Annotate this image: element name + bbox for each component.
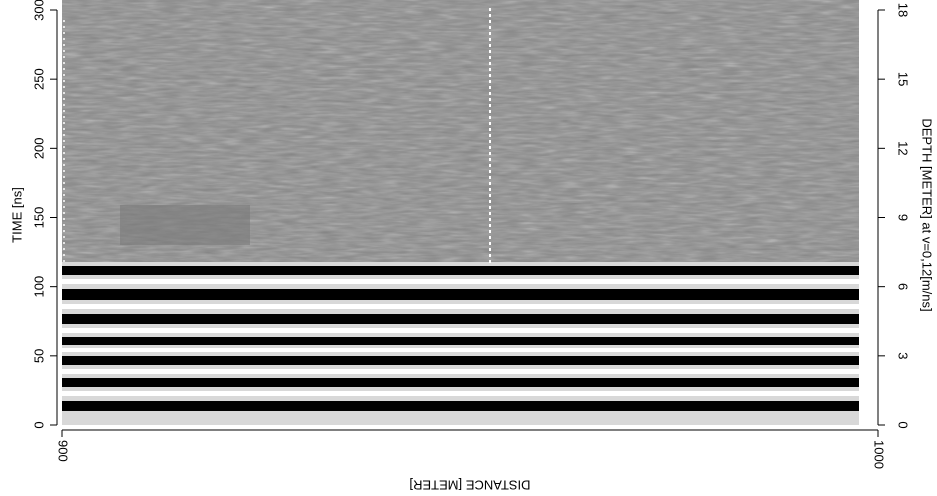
x-axis-title: DISTANCE [METER] [409, 478, 530, 493]
y-tick-label: 0 [31, 421, 46, 428]
y-tick-label: 100 [31, 276, 46, 298]
y2-tick-label: 18 [896, 3, 911, 17]
x-tick-label: 900 [56, 440, 71, 462]
y2-tick-label: 3 [896, 352, 911, 359]
y2-tick-label: 0 [896, 421, 911, 428]
y-tick-label: 150 [31, 207, 46, 229]
y-tick-label: 300 [31, 0, 46, 21]
y2-tick-label: 6 [896, 283, 911, 290]
radargram-image [62, 0, 859, 425]
y-tick-label: 50 [31, 349, 46, 363]
y2-tick-label: 15 [896, 72, 911, 86]
y2-tick-label: 12 [896, 141, 911, 155]
y-tick-label: 250 [31, 68, 46, 90]
y-axis-title: TIME [ns] [9, 187, 24, 243]
y-tick-label: 200 [31, 137, 46, 159]
y2-tick-label: 9 [896, 214, 911, 221]
x-tick-label: 1000 [872, 440, 887, 469]
y2-axis-title: DEPTH [METER] at v=0,12[m/ns] [920, 118, 935, 311]
